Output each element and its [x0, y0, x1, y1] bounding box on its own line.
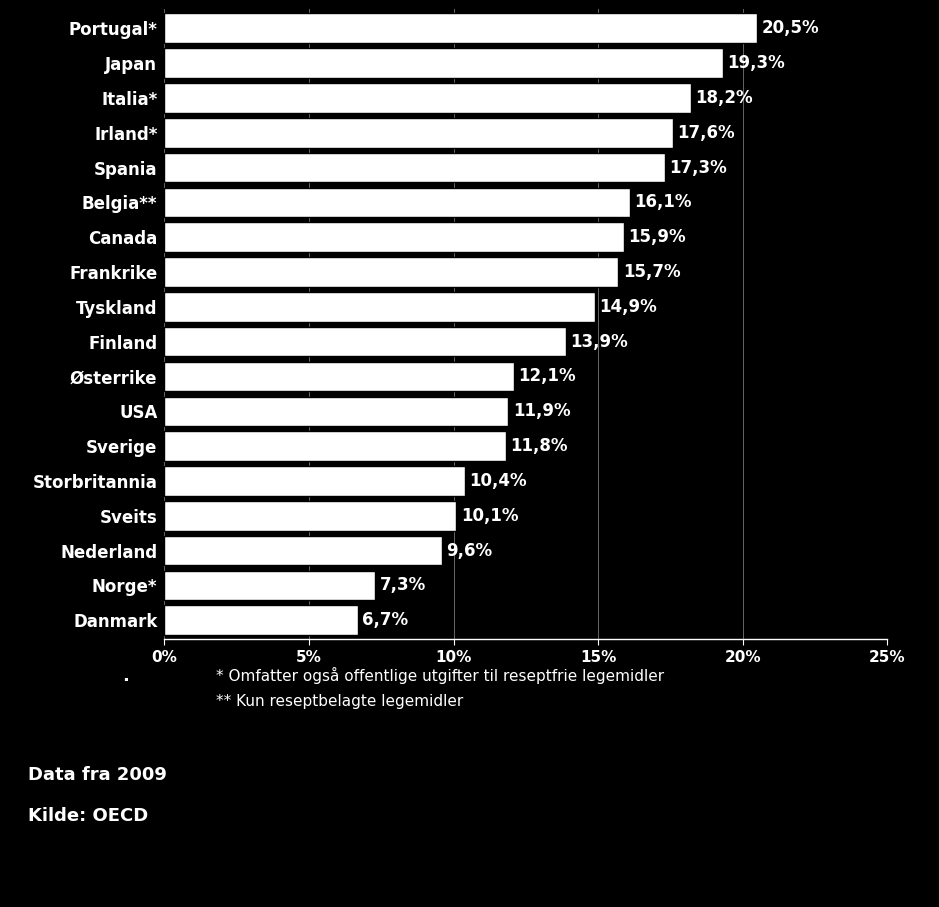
Text: 10,1%: 10,1%: [461, 507, 518, 525]
Text: 13,9%: 13,9%: [571, 333, 628, 351]
Text: 19,3%: 19,3%: [727, 54, 785, 72]
Bar: [164, 501, 456, 531]
Bar: [164, 118, 673, 148]
Text: .: .: [122, 667, 129, 685]
Bar: [164, 83, 691, 112]
Bar: [164, 396, 509, 426]
Text: 16,1%: 16,1%: [635, 193, 692, 211]
Bar: [164, 258, 619, 287]
Text: 14,9%: 14,9%: [600, 297, 657, 316]
Bar: [164, 14, 757, 43]
Text: 17,3%: 17,3%: [669, 159, 727, 177]
Text: 11,8%: 11,8%: [510, 437, 567, 455]
Text: 15,9%: 15,9%: [628, 229, 686, 246]
Bar: [164, 466, 465, 496]
Bar: [164, 606, 358, 635]
Bar: [164, 222, 624, 252]
Text: 9,6%: 9,6%: [446, 541, 492, 560]
Text: 12,1%: 12,1%: [518, 367, 577, 385]
Text: 7,3%: 7,3%: [379, 577, 426, 594]
Bar: [164, 48, 722, 78]
Bar: [164, 292, 595, 322]
Bar: [164, 571, 376, 600]
Bar: [164, 188, 630, 217]
Text: * Omfatter også offentlige utgifter til reseptfrie legemidler: * Omfatter også offentlige utgifter til …: [216, 667, 664, 684]
Text: 15,7%: 15,7%: [623, 263, 681, 281]
Text: ** Kun reseptbelagte legemidler: ** Kun reseptbelagte legemidler: [216, 694, 463, 709]
Bar: [164, 152, 665, 182]
Text: 10,4%: 10,4%: [470, 472, 527, 490]
Text: 6,7%: 6,7%: [362, 611, 408, 629]
Bar: [164, 327, 566, 356]
Text: 11,9%: 11,9%: [513, 403, 571, 420]
Text: 18,2%: 18,2%: [695, 89, 753, 107]
Text: Kilde: OECD: Kilde: OECD: [28, 807, 148, 825]
Text: 17,6%: 17,6%: [678, 123, 735, 141]
Bar: [164, 536, 442, 565]
Text: Data fra 2009: Data fra 2009: [28, 766, 167, 785]
Text: 20,5%: 20,5%: [762, 19, 819, 37]
Bar: [164, 362, 515, 391]
Bar: [164, 432, 505, 461]
